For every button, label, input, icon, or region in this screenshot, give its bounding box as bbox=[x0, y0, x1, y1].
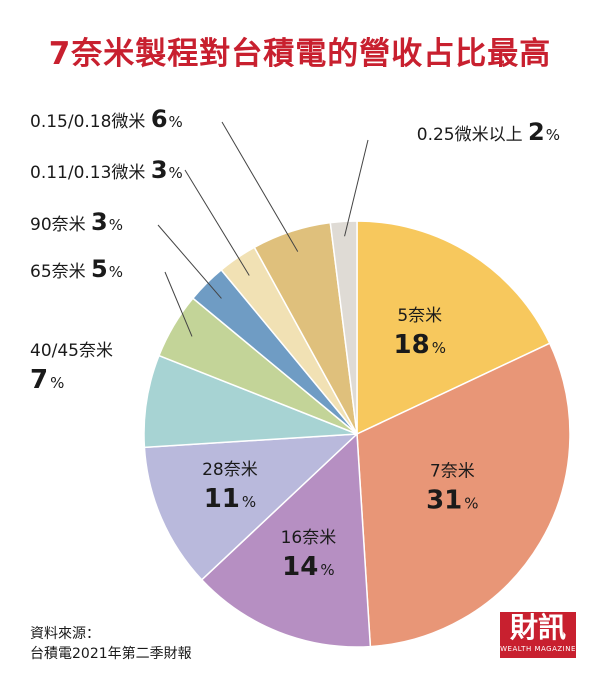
source-line-2: 台積電2021年第二季財報 bbox=[30, 646, 192, 662]
pie-slice-0 bbox=[356, 220, 551, 436]
leader-line-8 bbox=[221, 121, 299, 252]
slice-label-8: 0.15/0.18微米 6% bbox=[30, 105, 183, 133]
slice-text-9: 0.25微米以上 2% bbox=[417, 118, 560, 146]
slice-text-6: 90奈米 3% bbox=[30, 208, 123, 236]
slice-value-0: 18% bbox=[394, 330, 446, 360]
slice-value-3: 11% bbox=[204, 484, 256, 514]
pie-slice-3 bbox=[143, 433, 360, 581]
slice-text-8: 0.15/0.18微米 6% bbox=[30, 105, 183, 133]
slice-label-4: 40/45奈米 7% bbox=[30, 341, 113, 395]
slice-label-7: 0.11/0.13微米 3% bbox=[30, 156, 183, 184]
source-note: 資料來源： 台積電2021年第二季財報 bbox=[30, 624, 192, 664]
slice-name-1: 7奈米 bbox=[430, 461, 475, 481]
slice-name-4: 40/45奈米 bbox=[30, 341, 113, 361]
leader-line-9 bbox=[344, 139, 369, 237]
leader-line-7 bbox=[184, 169, 250, 276]
slice-value-4: 7% bbox=[30, 365, 64, 395]
pie-slice-9 bbox=[329, 220, 358, 435]
leader-line-5 bbox=[164, 271, 193, 337]
slice-value-1: 31% bbox=[426, 485, 478, 515]
logo-text: 財訊 bbox=[509, 611, 566, 644]
source-line-1: 資料來源： bbox=[30, 626, 100, 642]
slice-name-3: 28奈米 bbox=[202, 460, 258, 480]
pie-slice-2 bbox=[200, 432, 372, 648]
slice-label-2: 16奈米 14% bbox=[281, 528, 337, 582]
leader-line-6 bbox=[157, 224, 222, 299]
slice-text-7: 0.11/0.13微米 3% bbox=[30, 156, 183, 184]
slice-label-5: 65奈米 5% bbox=[30, 255, 123, 283]
slice-value-2: 14% bbox=[282, 552, 334, 582]
slice-label-9: 0.25微米以上 2% bbox=[417, 118, 560, 146]
chart-title: 7奈米製程對台積電的營收占比最高 bbox=[48, 36, 552, 72]
slice-label-3: 28奈米 11% bbox=[202, 460, 258, 514]
slice-name-0: 5奈米 bbox=[397, 306, 442, 326]
magazine-logo: 財訊 WEALTH MAGAZINE bbox=[500, 612, 576, 658]
slice-name-2: 16奈米 bbox=[281, 528, 337, 548]
slice-text-5: 65奈米 5% bbox=[30, 255, 123, 283]
logo-subtext: WEALTH MAGAZINE bbox=[500, 645, 576, 653]
slice-label-6: 90奈米 3% bbox=[30, 208, 123, 236]
pie-slice-1 bbox=[356, 342, 571, 648]
